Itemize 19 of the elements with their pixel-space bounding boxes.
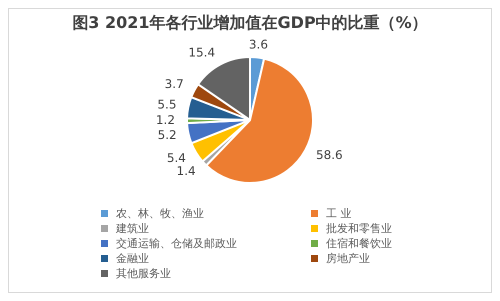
data-label: 5.2 [158,128,177,142]
legend-label: 房地产业 [326,251,370,266]
legend-label: 批发和零售业 [326,221,392,236]
data-label: 5.5 [157,97,176,112]
data-label: 1.4 [176,164,196,178]
data-label: 5.4 [166,151,186,166]
data-label: 1.2 [156,113,176,128]
data-label: 15.4 [188,46,216,60]
data-label: 3.6 [248,38,268,52]
legend-label: 农、林、牧、渔业 [116,206,204,221]
legend-label: 其他服务业 [116,266,171,281]
legend-label: 建筑业 [116,221,149,236]
legend-label: 金融业 [116,251,149,266]
legend-label: 住宿和餐饮业 [326,236,392,251]
data-label: 3.7 [164,77,184,92]
legend-label: 工 业 [326,206,352,221]
data-label: 58.6 [316,148,343,162]
chart-title: 图3 2021年各行业增加值在GDP中的比重（%） [71,13,429,34]
legend-label: 交通运输、仓储及邮政业 [116,236,237,251]
